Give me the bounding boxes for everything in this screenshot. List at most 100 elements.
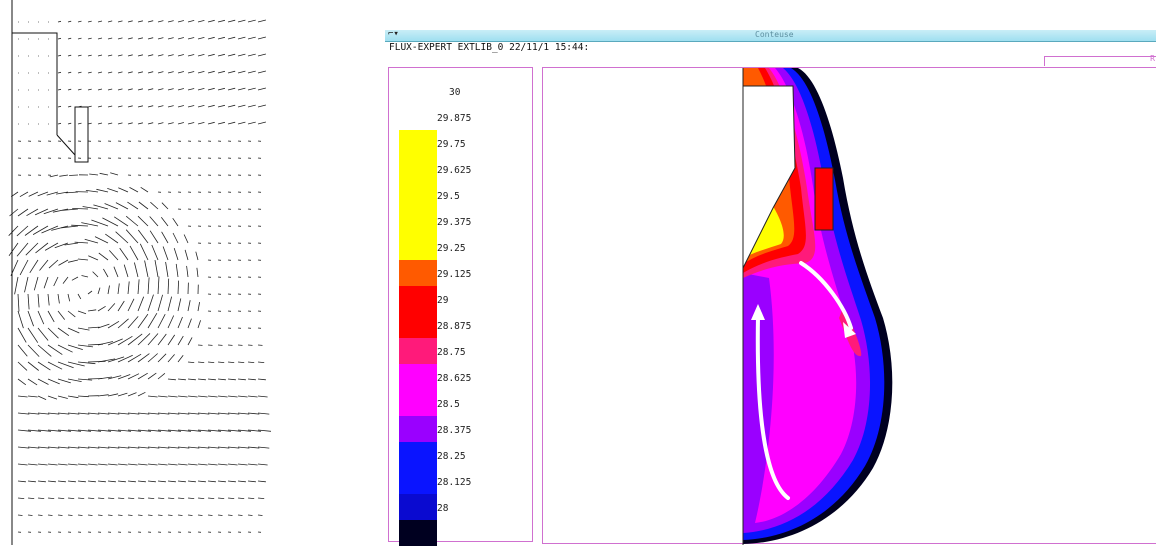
velocity-vector xyxy=(18,209,28,216)
velocity-vector xyxy=(28,328,38,343)
velocity-vector xyxy=(168,335,175,345)
velocity-vector xyxy=(208,105,215,107)
velocity-vector xyxy=(138,297,144,311)
velocity-vector xyxy=(78,311,86,314)
velocity-vector xyxy=(108,106,112,107)
legend-tick-label: 28.875 xyxy=(437,322,471,332)
window-menu-icon[interactable]: ⌐▾ xyxy=(388,29,399,39)
velocity-vector xyxy=(208,20,215,22)
velocity-vector xyxy=(148,72,153,73)
velocity-vector xyxy=(18,413,29,414)
velocity-vector xyxy=(38,362,50,370)
corner-tab: R xyxy=(1044,56,1156,66)
velocity-vector xyxy=(248,379,256,380)
velocity-vector xyxy=(198,464,208,465)
velocity-vector xyxy=(178,21,184,23)
velocity-vector xyxy=(248,481,256,482)
legend-tick-label: 29.125 xyxy=(437,270,471,280)
velocity-vector xyxy=(148,413,159,414)
velocity-vector xyxy=(28,345,39,357)
velocity-vector xyxy=(78,294,81,299)
velocity-vector xyxy=(248,20,256,22)
velocity-vector xyxy=(48,294,49,305)
velocity-vector xyxy=(148,515,153,516)
velocity-vector xyxy=(103,269,108,277)
velocity-vector xyxy=(108,481,116,482)
velocity-vector xyxy=(138,21,143,22)
velocity-vector xyxy=(88,38,92,39)
velocity-vector xyxy=(78,481,86,482)
legend-tick-label: 29.375 xyxy=(437,218,471,228)
velocity-vector xyxy=(198,413,209,414)
legend-tick-label: 28.75 xyxy=(437,348,466,358)
velocity-vector xyxy=(68,311,75,317)
velocity-vector xyxy=(30,260,38,273)
velocity-vector xyxy=(118,413,129,414)
velocity-vector xyxy=(88,413,99,414)
velocity-vector xyxy=(228,379,236,380)
velocity-vector xyxy=(78,72,82,73)
velocity-vector xyxy=(158,447,169,448)
velocity-vector xyxy=(58,396,68,399)
velocity-vector xyxy=(168,413,179,414)
velocity-vector xyxy=(188,106,194,108)
velocity-vector xyxy=(128,393,137,396)
velocity-vector xyxy=(38,515,43,516)
velocity-vector xyxy=(88,123,92,124)
crucible-outline xyxy=(12,33,57,135)
velocity-vector xyxy=(188,72,194,74)
velocity-vector xyxy=(118,515,123,516)
velocity-vector xyxy=(238,362,244,363)
velocity-vector xyxy=(158,373,165,379)
velocity-vector xyxy=(198,320,201,328)
legend-swatch xyxy=(399,338,437,364)
velocity-vector xyxy=(78,89,82,90)
velocity-vector xyxy=(228,54,235,56)
velocity-vector xyxy=(36,243,49,253)
velocity-vector xyxy=(28,294,29,309)
velocity-vector xyxy=(178,498,184,499)
velocity-vector xyxy=(48,311,54,322)
velocity-vector xyxy=(138,106,143,107)
velocity-vector xyxy=(99,253,108,260)
legend-swatch xyxy=(399,312,437,338)
velocity-vector xyxy=(130,187,139,192)
window-title: Conteuse xyxy=(755,30,794,39)
velocity-vector xyxy=(124,265,128,277)
velocity-vector xyxy=(248,122,256,124)
velocity-vector xyxy=(28,498,34,499)
flux-expert-window: ⌐▾ Conteuse FLUX-EXPERT EXTLIB_0 22/11/1… xyxy=(385,30,1156,545)
velocity-vector xyxy=(198,498,204,499)
velocity-vector xyxy=(109,250,118,260)
velocity-vector xyxy=(248,464,258,465)
velocity-vector xyxy=(88,310,96,311)
velocity-vector xyxy=(168,447,179,448)
velocity-vector xyxy=(138,498,144,499)
velocity-vector xyxy=(48,498,54,499)
velocity-vector xyxy=(228,71,235,73)
velocity-vector xyxy=(15,277,18,294)
velocity-vector xyxy=(148,123,153,124)
velocity-vector xyxy=(228,464,238,465)
velocity-vector xyxy=(38,379,49,385)
velocity-vector xyxy=(128,106,133,107)
velocity-vector xyxy=(82,276,89,278)
velocity-vector xyxy=(258,122,266,124)
velocity-vector xyxy=(68,123,71,124)
velocity-vector xyxy=(148,277,149,294)
window-titlebar[interactable]: ⌐▾ Conteuse xyxy=(385,30,1156,42)
velocity-vector xyxy=(238,481,246,482)
velocity-vector xyxy=(208,88,215,90)
velocity-vector xyxy=(108,413,119,414)
velocity-vector xyxy=(48,328,59,338)
velocity-vector xyxy=(218,481,226,482)
velocity-vector xyxy=(228,20,235,22)
velocity-vector xyxy=(248,447,259,448)
velocity-vector xyxy=(258,379,266,380)
velocity-vector xyxy=(118,55,123,56)
velocity-vector xyxy=(118,283,119,294)
velocity-vector xyxy=(134,263,138,278)
velocity-vector xyxy=(59,260,69,265)
velocity-vector xyxy=(188,447,199,448)
velocity-vector xyxy=(173,218,178,226)
